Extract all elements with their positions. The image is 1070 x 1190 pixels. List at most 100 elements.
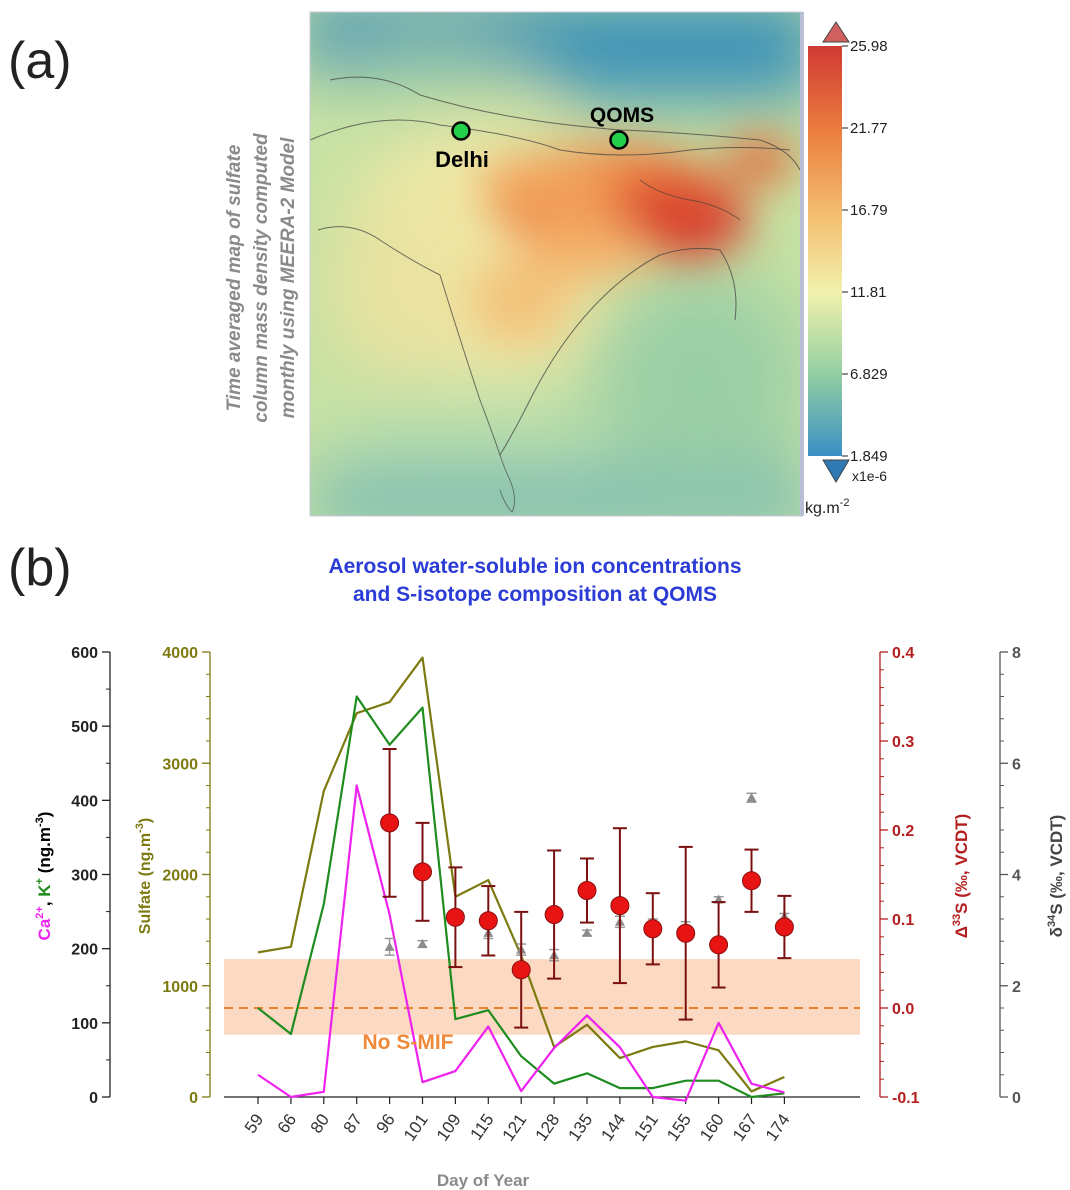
d33s-axis-tick-label: 0.1 bbox=[892, 912, 914, 929]
x-tick-label: 121 bbox=[499, 1110, 531, 1144]
d33s-point bbox=[709, 901, 729, 989]
d33s-point bbox=[610, 827, 630, 985]
colorbar-multiplier: x1e-6 bbox=[852, 468, 887, 484]
d33s-axis-tick-label: 0.4 bbox=[892, 645, 914, 662]
caption-line-2: column mass density computed bbox=[251, 133, 272, 423]
x-tick-label: 87 bbox=[340, 1110, 366, 1136]
d33s-marker bbox=[478, 911, 498, 931]
k-label: K bbox=[35, 884, 54, 897]
sulfate-axis-tick-label: 4000 bbox=[162, 645, 198, 662]
d33s-point bbox=[511, 910, 531, 1029]
d33s-marker bbox=[676, 923, 696, 943]
colorbar-unit-exp: -2 bbox=[840, 497, 850, 509]
sulfate-axis-tick-label: 3000 bbox=[162, 756, 198, 773]
d33s-label-pre: Δ bbox=[952, 926, 971, 938]
d33s-marker bbox=[577, 881, 597, 901]
colorbar-tick-label: 6.829 bbox=[850, 366, 888, 383]
delhi-label: Delhi bbox=[435, 147, 489, 172]
x-tick-label: 109 bbox=[433, 1110, 465, 1144]
d33s-marker bbox=[709, 935, 729, 955]
colorbar: 25.98 21.77 16.79 11.81 6.829 1.849 x1e-6 kg.… bbox=[800, 12, 888, 517]
chart-text-layer: Ca2+, K+ (ng.m-3) Sulfate (ng.m-3) Δ33S … bbox=[34, 812, 1066, 1190]
sulfate-axis-tick-label: 1000 bbox=[162, 979, 198, 996]
calcium-line bbox=[257, 784, 785, 1102]
d33s-point bbox=[445, 866, 465, 969]
qoms-label: QOMS bbox=[590, 104, 654, 127]
d33s-axis: -0.1 0.0 0.1 0.2 0.3 0.4 bbox=[879, 645, 920, 1107]
ca-k-axis-tick-label: 400 bbox=[71, 793, 98, 810]
potassium-line bbox=[257, 695, 785, 1099]
d34s-axis: 0 2 4 6 8 bbox=[999, 645, 1021, 1107]
colorbar-gradient bbox=[808, 46, 842, 456]
sulfate-axis: 0 1000 2000 3000 4000 bbox=[162, 645, 211, 1107]
d33s-point bbox=[676, 845, 696, 1021]
ca-k-unit: (ng.m bbox=[35, 827, 54, 878]
d34s-label-main: S (‰, VCDT) bbox=[1047, 815, 1066, 915]
d33s-point bbox=[544, 849, 564, 980]
colorbar-tick-label: 21.77 bbox=[850, 120, 888, 137]
ca-label: Ca bbox=[35, 918, 54, 940]
d34s-axis-tick-label: 2 bbox=[1012, 979, 1021, 996]
ca-k-unit-exp: -3 bbox=[34, 817, 46, 827]
d34s-point bbox=[417, 939, 428, 949]
ca-k-axis-title: Ca2+, K+ (ng.m-3) bbox=[34, 812, 54, 941]
x-tick-label: 160 bbox=[696, 1110, 728, 1144]
sulfate-axis-tick-label: 0 bbox=[189, 1090, 198, 1107]
d33s-point bbox=[774, 894, 794, 960]
d33s-axis-tick-label: 0.0 bbox=[892, 1001, 914, 1018]
caption-line-1: Time averaged map of sulfate bbox=[224, 144, 245, 411]
d33s-label-main: S (‰, VCDT) bbox=[952, 814, 971, 914]
d33s-point bbox=[643, 892, 663, 966]
x-tick-label: 151 bbox=[630, 1110, 662, 1144]
d33s-marker bbox=[610, 896, 630, 916]
x-tick-label: 96 bbox=[372, 1110, 398, 1136]
d33s-axis-tick-label: 0.2 bbox=[892, 823, 914, 840]
d33s-point bbox=[577, 857, 597, 924]
d34s-marker bbox=[417, 939, 428, 949]
panel-b-letter: (b) bbox=[8, 539, 72, 597]
d33s-label-sup: 33 bbox=[951, 914, 963, 926]
d33s-marker bbox=[445, 907, 465, 927]
d33s-marker bbox=[380, 813, 400, 833]
d33s-axis-title: Δ33S (‰, VCDT) bbox=[951, 814, 971, 939]
chart-title-line-1: Aerosol water-soluble ion concentrations bbox=[328, 555, 741, 578]
colorbar-tick-label: 1.849 bbox=[850, 448, 888, 465]
d34s-marker bbox=[384, 941, 395, 951]
x-tick-label: 101 bbox=[400, 1110, 432, 1144]
d33s-point bbox=[380, 748, 400, 898]
sulfate-axis-tick-label: 2000 bbox=[162, 868, 198, 885]
x-tick-label: 59 bbox=[241, 1110, 267, 1136]
no-s-mif-band bbox=[224, 959, 860, 1035]
x-tick-label: 66 bbox=[274, 1110, 300, 1136]
colorbar-max-triangle bbox=[822, 21, 850, 43]
d34s-marker bbox=[746, 792, 757, 802]
x-tick-label: 128 bbox=[532, 1110, 564, 1144]
d33s-marker bbox=[742, 871, 761, 891]
k-label-sup: + bbox=[34, 878, 46, 884]
sulfate-map bbox=[310, 12, 802, 516]
d34s-label-sup: 34 bbox=[1046, 914, 1058, 927]
sulfate-label: Sulfate (ng.m bbox=[137, 833, 154, 934]
ca-k-separator: , bbox=[35, 897, 54, 906]
d33s-axis-tick-label: 0.3 bbox=[892, 734, 914, 751]
ca-k-unit-close: ) bbox=[35, 812, 54, 818]
colorbar-tick-label: 11.81 bbox=[850, 284, 886, 301]
ca-k-axis-tick-label: 600 bbox=[71, 645, 98, 662]
sulfate-axis-title: Sulfate (ng.m-3) bbox=[134, 818, 154, 934]
d33s-marker bbox=[544, 905, 564, 925]
colorbar-unit-base: kg.m bbox=[805, 500, 840, 517]
d33s-marker bbox=[413, 862, 432, 882]
no-s-mif-label: No S-MIF bbox=[363, 1031, 454, 1054]
d34s-axis-tick-label: 8 bbox=[1012, 645, 1021, 662]
ca-k-axis-tick-label: 300 bbox=[71, 868, 98, 885]
d34s-point bbox=[582, 927, 592, 937]
map-side-caption: Time averaged map of sulfate column mass… bbox=[224, 133, 299, 423]
d33s-point bbox=[413, 821, 432, 922]
colorbar-tick-label: 16.79 bbox=[850, 202, 888, 219]
chart-area: 0 100 200 300 400 500 600 0 1000 2000 3000 4000 -0.1… bbox=[71, 645, 1021, 1145]
x-tick-label: 155 bbox=[663, 1110, 695, 1144]
sulfate-label-exp: -3 bbox=[134, 823, 146, 833]
x-tick-label: 144 bbox=[597, 1110, 629, 1144]
d33s-point bbox=[742, 848, 761, 913]
